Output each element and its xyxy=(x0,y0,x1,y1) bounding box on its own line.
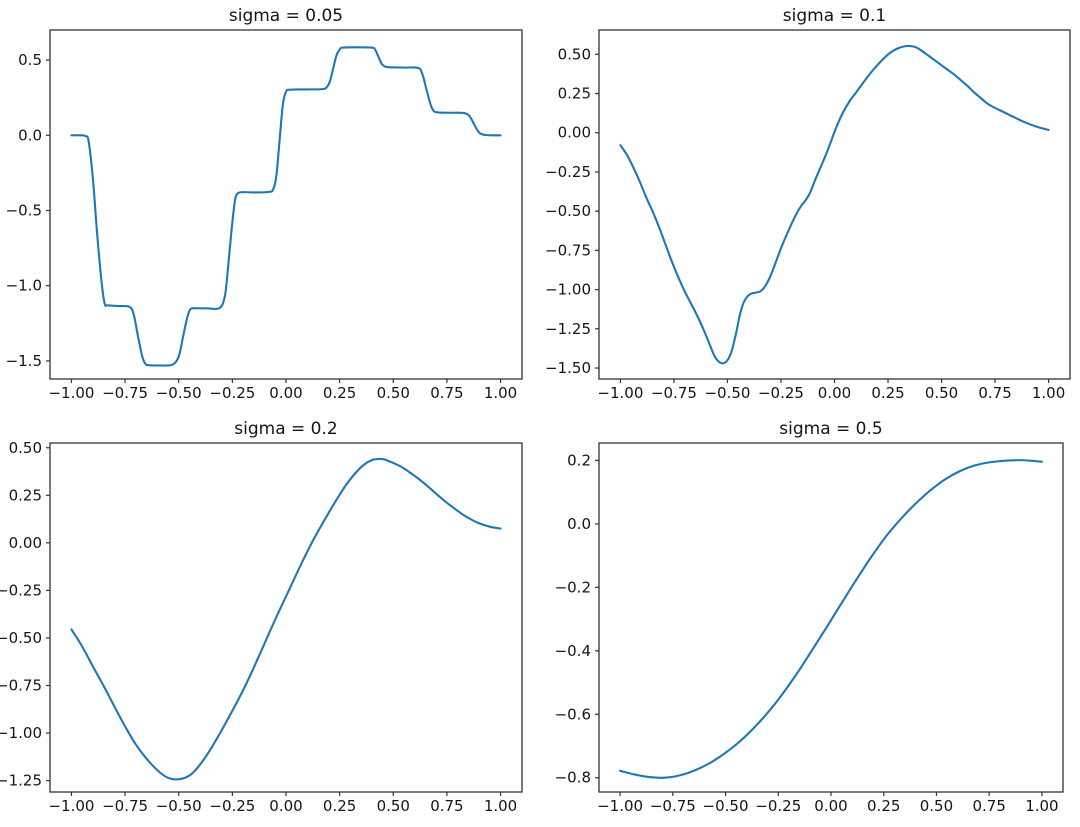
x-tick-label: 0.25 xyxy=(871,384,904,402)
subplot-title: sigma = 0.05 xyxy=(229,6,343,26)
x-tick-label: 0.75 xyxy=(972,797,1005,815)
y-tick-label: −0.75 xyxy=(0,676,42,694)
x-tick-label: −0.50 xyxy=(703,797,749,815)
y-tick-label: −0.50 xyxy=(0,629,42,647)
y-tick-label: 0.2 xyxy=(567,451,591,469)
y-tick-label: 0.0 xyxy=(567,515,591,533)
y-tick-label: 0.00 xyxy=(9,534,42,552)
x-tick-label: −0.25 xyxy=(209,797,255,815)
x-tick-label: 0.25 xyxy=(323,797,356,815)
x-tick-label: 1.00 xyxy=(484,797,517,815)
x-tick-label: −0.75 xyxy=(102,384,148,402)
x-tick-label: −0.75 xyxy=(651,384,697,402)
x-tick-label: 0.50 xyxy=(377,384,410,402)
axes-frame xyxy=(598,442,1064,793)
subplot-title: sigma = 0.5 xyxy=(779,419,882,439)
axes-frame xyxy=(49,29,523,380)
y-tick-label: −0.4 xyxy=(555,642,591,660)
y-tick-label: −0.75 xyxy=(545,241,591,259)
y-tick-label: −0.2 xyxy=(555,578,591,596)
axes-frame xyxy=(49,442,523,793)
data-line-smoothed-signal xyxy=(70,46,502,367)
x-tick-label: −0.75 xyxy=(650,797,696,815)
y-tick-label: −0.6 xyxy=(555,705,591,723)
x-tick-label: 0.50 xyxy=(920,797,953,815)
x-tick-label: −0.75 xyxy=(102,797,148,815)
x-tick-label: −0.25 xyxy=(755,797,801,815)
x-tick-label: −0.50 xyxy=(704,384,750,402)
x-tick-label: 1.00 xyxy=(484,384,517,402)
x-tick-label: −1.00 xyxy=(48,797,94,815)
x-tick-label: 0.75 xyxy=(978,384,1011,402)
y-tick-label: −0.5 xyxy=(6,202,42,220)
y-tick-label: −1.25 xyxy=(0,772,42,790)
x-tick-label: 0.75 xyxy=(430,797,463,815)
x-tick-label: 0.25 xyxy=(867,797,900,815)
x-tick-label: 0.00 xyxy=(269,384,302,402)
x-tick-label: 0.75 xyxy=(430,384,463,402)
x-tick-label: −1.00 xyxy=(48,384,94,402)
subplot-sigma-0.5: sigma = 0.5 −1.00 −0.75 −0.50 −0.25 0.00 0.25 0… xyxy=(555,419,1064,815)
data-line-smoothed-signal xyxy=(619,459,1043,779)
x-tick-label: −0.50 xyxy=(156,797,202,815)
y-tick-label: 0.00 xyxy=(558,124,591,142)
y-tick-label: −1.5 xyxy=(6,352,42,370)
y-tick-label: 0.25 xyxy=(9,486,42,504)
y-tick-label: 0.50 xyxy=(9,439,42,457)
x-tick-label: 0.00 xyxy=(269,797,302,815)
x-tick-label: −0.50 xyxy=(156,384,202,402)
y-tick-label: −1.0 xyxy=(6,277,42,295)
x-tick-label: −0.25 xyxy=(209,384,255,402)
y-tick-label: −1.25 xyxy=(545,320,591,338)
y-tick-label: −0.25 xyxy=(0,581,42,599)
x-tick-label: −1.00 xyxy=(597,384,643,402)
y-tick-label: 0.0 xyxy=(18,126,42,144)
x-tick-label: −1.00 xyxy=(597,797,643,815)
x-tick-label: −0.25 xyxy=(758,384,804,402)
subplot-title: sigma = 0.2 xyxy=(234,419,337,439)
y-tick-label: 0.50 xyxy=(558,45,591,63)
data-line-smoothed-signal xyxy=(70,457,502,781)
x-tick-label: 1.00 xyxy=(1025,797,1058,815)
axes-frame xyxy=(598,29,1071,380)
subplot-sigma-0.2: sigma = 0.2 −1.00 −0.75 −0.50 −0.25 0.00 0.25 0… xyxy=(0,419,523,815)
y-tick-label: −1.00 xyxy=(0,724,42,742)
x-tick-label: 0.00 xyxy=(814,797,847,815)
y-tick-label: −0.50 xyxy=(545,202,591,220)
y-tick-label: −0.8 xyxy=(555,769,591,787)
y-tick-label: −1.50 xyxy=(545,359,591,377)
subplot-sigma-0.05: sigma = 0.05 −1.00 −0.75 −0.50 −0.25 0.00 0.25… xyxy=(6,6,523,402)
data-line-smoothed-signal xyxy=(619,44,1050,365)
y-tick-label: 0.25 xyxy=(558,85,591,103)
y-tick-label: −1.00 xyxy=(545,281,591,299)
x-tick-label: 0.00 xyxy=(818,384,851,402)
x-tick-label: 0.50 xyxy=(925,384,958,402)
y-tick-label: 0.5 xyxy=(18,51,42,69)
subplot-sigma-0.1: sigma = 0.1 −1.00 −0.75 −0.50 −0.25 0.00 0.25 0… xyxy=(545,6,1071,402)
subplot-title: sigma = 0.1 xyxy=(783,6,886,26)
x-tick-label: 0.25 xyxy=(323,384,356,402)
x-tick-label: 1.00 xyxy=(1032,384,1065,402)
y-tick-label: −0.25 xyxy=(545,163,591,181)
x-tick-label: 0.50 xyxy=(377,797,410,815)
